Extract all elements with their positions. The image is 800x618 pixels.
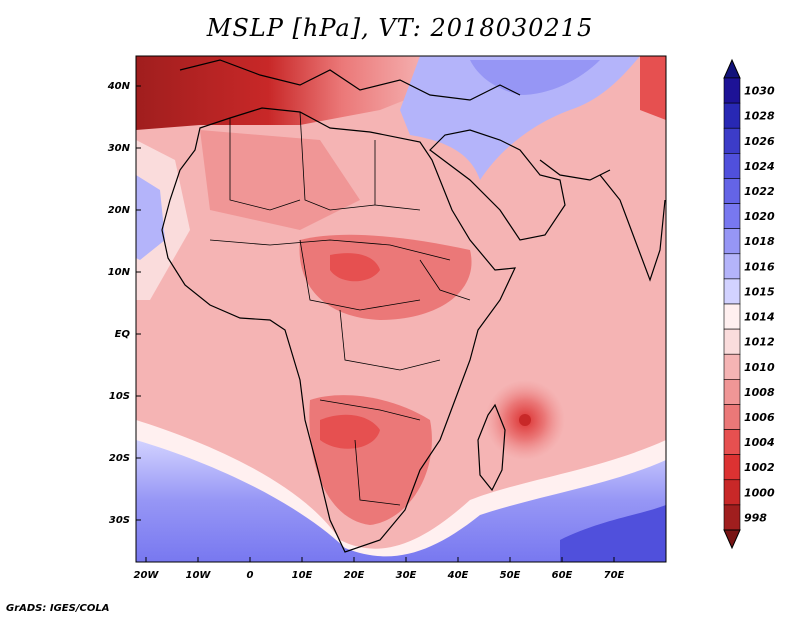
atlantic-high-west xyxy=(136,175,165,260)
lat-label: 30N xyxy=(108,143,131,154)
border-line xyxy=(229,118,301,211)
pressure-field xyxy=(136,56,666,562)
lon-label: 20W xyxy=(134,570,160,581)
lon-label: 10E xyxy=(292,570,313,581)
lon-label: 70E xyxy=(604,570,625,581)
colorbar-label: 1018 xyxy=(744,235,775,248)
colorbar-label: 1028 xyxy=(744,110,775,123)
lon-label: 20E xyxy=(344,570,365,581)
map-title: MSLP [hPa], VT: 2018030215 xyxy=(206,14,594,42)
colorbar-swatch xyxy=(723,228,741,255)
lat-label: 10S xyxy=(109,391,130,402)
sahara-1008-area xyxy=(200,130,360,230)
southern-africa-low-core xyxy=(320,414,380,449)
lon-label: 60E xyxy=(552,570,573,581)
lat-label: 40N xyxy=(107,81,131,92)
lon-label: 0 xyxy=(247,570,254,581)
colorbar-label: 1020 xyxy=(744,210,775,223)
colorbar-swatch xyxy=(723,379,741,405)
colorbar-label: 1024 xyxy=(744,160,775,173)
lon-label: 10W xyxy=(186,570,212,581)
colorbar-label: 1022 xyxy=(744,185,775,198)
africa-coastline xyxy=(161,107,516,553)
border-line xyxy=(339,309,441,371)
lat-label: 20N xyxy=(108,205,131,216)
colorbar-label: 1008 xyxy=(744,386,775,399)
colorbar-swatch xyxy=(723,328,741,355)
colorbar-top-arrow xyxy=(723,58,741,79)
border-line xyxy=(299,111,376,211)
colorbar-swatch xyxy=(723,77,741,104)
border-line xyxy=(374,140,421,211)
colorbar-label: 1000 xyxy=(744,486,775,499)
colorbar-label: 1004 xyxy=(744,436,775,449)
colorbar-swatch xyxy=(723,429,741,455)
colorbar-label: 1006 xyxy=(744,411,775,424)
colorbar-label: 1026 xyxy=(744,135,775,148)
border-line xyxy=(299,239,421,311)
lon-label: 40E xyxy=(447,570,469,581)
arabia-coastline xyxy=(429,129,566,241)
colorbar-swatch xyxy=(723,404,741,430)
middle-east-high xyxy=(400,56,640,180)
colorbar-swatch xyxy=(723,454,741,481)
colorbar-swatch xyxy=(723,303,741,330)
colorbar-label: 1012 xyxy=(744,336,775,349)
madagascar-coastline xyxy=(477,403,506,492)
latitude-axis: 40N 30N 20N 10N EQ 10S 20S 30S xyxy=(107,81,141,526)
lat-label: 30S xyxy=(109,515,130,526)
colorbar-swatch xyxy=(723,353,741,380)
colorbar: 1030 1028 1026 1024 1022 1020 1018 1016 1015 1014… xyxy=(723,58,775,550)
sahel-low-core xyxy=(330,253,380,282)
madagascar-low-center xyxy=(519,414,531,426)
colorbar-swatch xyxy=(723,479,741,506)
persian-gulf-coastline xyxy=(539,159,611,181)
colorbar-swatch xyxy=(723,203,741,229)
southern-high-core xyxy=(560,505,666,562)
border-line xyxy=(354,439,401,506)
colorbar-label: 1030 xyxy=(744,85,775,98)
grads-credit: GrADS: IGES/COLA xyxy=(6,603,110,614)
colorbar-label: 1010 xyxy=(744,361,775,374)
border-line xyxy=(319,399,421,421)
southern-high-band xyxy=(136,440,666,562)
plot-frame xyxy=(135,55,667,563)
coastlines xyxy=(161,59,666,553)
colorbar-label: 1015 xyxy=(744,285,775,298)
lat-label: EQ xyxy=(115,329,131,340)
longitude-axis: 20W 10W 0 10E 20E 30E 40E 50E 60E 70E xyxy=(134,557,625,581)
colorbar-swatch xyxy=(723,278,741,305)
colorbar-label: 1002 xyxy=(744,461,775,474)
mediterranean-low xyxy=(136,56,430,130)
europe-coastline xyxy=(179,59,521,101)
colorbar-bottom-arrow xyxy=(723,529,741,550)
lon-label: 50E xyxy=(500,570,521,581)
colorbar-label: 1016 xyxy=(744,260,775,273)
colorbar-swatch xyxy=(723,178,741,204)
lat-label: 10N xyxy=(108,267,131,278)
india-coastline xyxy=(599,174,666,282)
colorbar-swatch xyxy=(723,153,741,179)
colorbar-swatch xyxy=(723,504,741,531)
colorbar-swatch xyxy=(723,253,741,280)
country-borders xyxy=(209,111,471,506)
border-line xyxy=(209,239,451,261)
colorbar-swatch xyxy=(723,127,741,154)
colorbar-label: 1014 xyxy=(744,311,775,324)
border-line xyxy=(419,259,471,301)
lon-label: 30E xyxy=(396,570,417,581)
colorbar-swatch xyxy=(723,102,741,129)
colorbar-label: 998 xyxy=(744,511,767,524)
lat-label: 20S xyxy=(109,453,130,464)
northeast-low xyxy=(640,56,666,120)
